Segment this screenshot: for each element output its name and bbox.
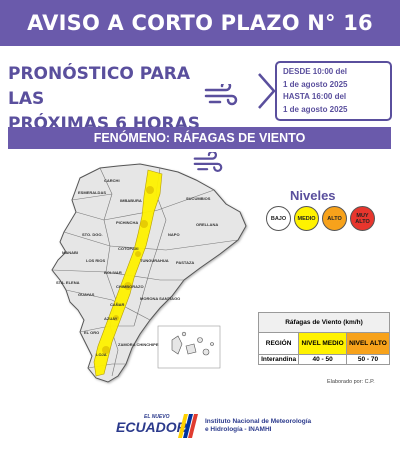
highland-spots <box>102 186 154 354</box>
header-title: AVISO A CORTO PLAZO N° 16 <box>0 0 400 46</box>
map-label-el-oro: EL ORO <box>84 330 99 335</box>
forecast-title: PRONÓSTICO PARA LAS PRÓXIMAS 6 HORAS <box>8 62 218 137</box>
validity-line2: 1 de agosto 2025 <box>283 79 348 89</box>
map-label-tungurahua: TUNGURAHUA <box>140 258 169 263</box>
chevron-right-icon <box>258 73 276 109</box>
institute-name: Instituto Nacional de Meteorología e Hid… <box>205 418 311 434</box>
col-region: REGIÓN <box>257 332 300 355</box>
galapagos-islands <box>171 331 214 356</box>
institute-line1: Instituto Nacional de Meteorología <box>205 418 312 425</box>
levels-title: Niveles <box>290 188 336 203</box>
cell-medio: 40 - 50 <box>298 354 347 365</box>
map-label-los-rios: LOS RIOS <box>86 258 105 263</box>
map-label-santo-domingo: STO. DGO. <box>82 232 103 237</box>
forecast-title-line1: PRONÓSTICO PARA LAS <box>8 64 190 109</box>
map-label-loja: LOJA <box>96 352 107 357</box>
validity-line3: HASTA 16:00 del <box>283 92 347 101</box>
cell-alto: 50 - 70 <box>345 354 391 365</box>
credit-text: Elaborado por: C.P. <box>327 379 375 385</box>
map-label-canar: CAÑAR <box>110 302 125 307</box>
level-bajo: BAJO <box>266 206 291 231</box>
wind-icon <box>204 84 238 106</box>
wind-icon <box>193 152 223 173</box>
col-alto: NIVEL ALTO <box>345 332 391 355</box>
col-medio: NIVEL MEDIO <box>298 332 347 355</box>
logo-small-text: EL NUEVO <box>144 414 170 420</box>
map-label-pastaza: PASTAZA <box>176 260 194 265</box>
map-label-chimborazo: CHIMBORAZO <box>116 284 144 289</box>
map-label-guayas: GUAYAS <box>78 292 95 297</box>
level-alto: ALTO <box>322 206 347 231</box>
level-medio: MEDIO <box>294 206 319 231</box>
map-label-bolivar: BOLIVAR <box>104 270 122 275</box>
wind-gusts-table: Ráfagas de Viento (km/h) REGIÓN NIVEL ME… <box>257 312 391 365</box>
logo-big-text: ECUADOR <box>116 419 188 435</box>
ecuador-map: CARCHI ESMERALDAS IMBABURA SUCUMBIOS PIC… <box>51 163 247 383</box>
flag-stripes-icon <box>178 414 198 438</box>
map-label-carchi: CARCHI <box>104 178 120 183</box>
map-label-sucumbios: SUCUMBIOS <box>186 196 211 201</box>
map-label-azuay: AZUAY <box>104 316 118 321</box>
map-label-imbabura: IMBABURA <box>120 198 142 203</box>
table-row: Interandina 40 - 50 50 - 70 <box>257 354 391 365</box>
map-label-cotopaxi: COTOPAXI <box>118 246 139 251</box>
map-label-morona: MORONA SANTIAGO <box>140 296 180 301</box>
map-label-manabi: MANABI <box>62 250 78 255</box>
map-label-santa-elena: STA. ELENA <box>56 280 80 285</box>
cell-region: Interandina <box>257 354 300 365</box>
map-label-napo: NAPO <box>168 232 180 237</box>
map-label-esmeraldas: ESMERALDAS <box>78 190 106 195</box>
level-muy-alto: MUY ALTO <box>350 206 375 231</box>
validity-line1: DESDE 10:00 del <box>283 67 348 76</box>
ecuador-logo: EL NUEVO ECUADOR <box>116 414 198 438</box>
phenomenon-bar: FENÓMENO: RÁFAGAS DE VIENTO <box>8 127 391 149</box>
validity-line4: 1 de agosto 2025 <box>283 104 348 114</box>
map-label-pichincha: PICHINCHA <box>116 220 138 225</box>
table-title: Ráfagas de Viento (km/h) <box>258 312 390 333</box>
map-label-zamora: ZAMORA CHINCHIPE <box>118 342 159 347</box>
map-label-orellana: ORELLANA <box>196 222 218 227</box>
institute-line2: e Hidrología - INAMHI <box>205 426 272 433</box>
validity-box: DESDE 10:00 del 1 de agosto 2025 HASTA 1… <box>275 61 392 121</box>
